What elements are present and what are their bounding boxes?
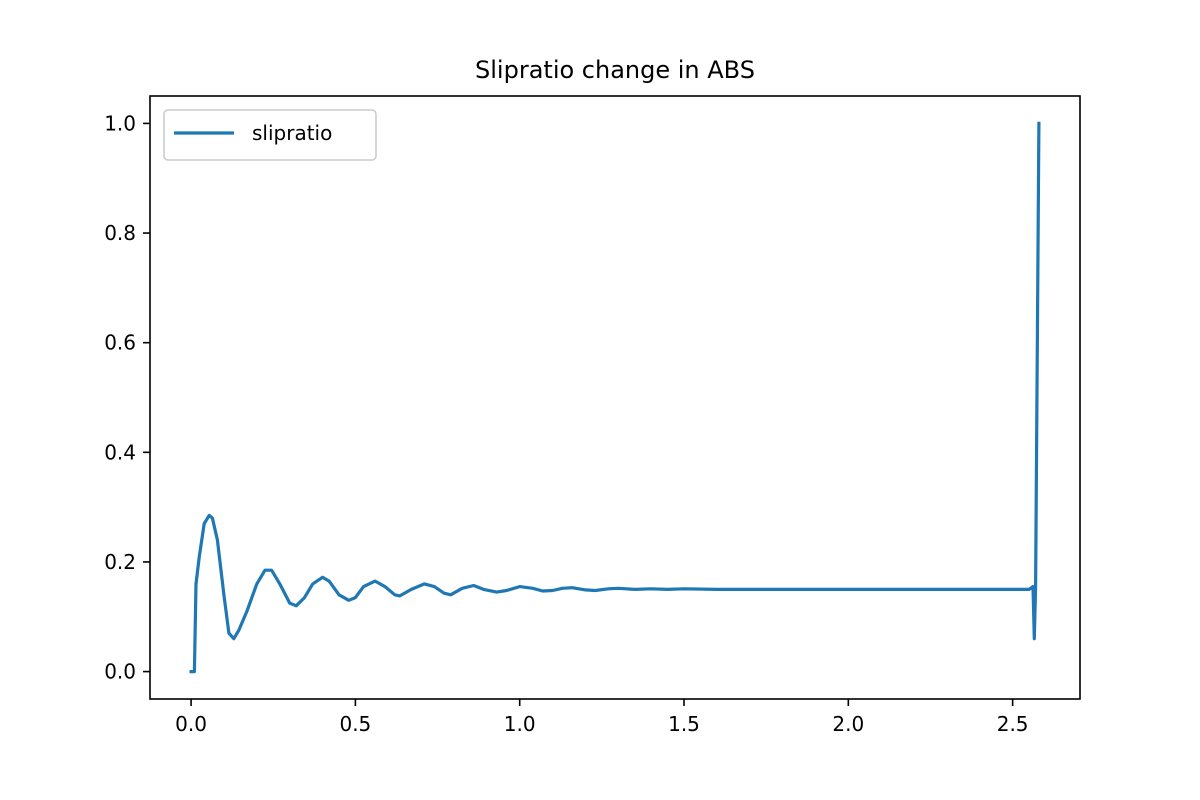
y-tick-label: 0.6 [104, 331, 136, 355]
plot-frame [149, 95, 1081, 700]
y-tick-label: 0.8 [104, 221, 136, 245]
legend: slipratio [163, 109, 377, 161]
x-tick-label: 1.5 [668, 712, 700, 736]
y-tick-label: 0.2 [104, 550, 136, 574]
legend-label: slipratio [252, 121, 332, 145]
x-tick-label: 2.5 [997, 712, 1029, 736]
x-tick-label: 0.0 [175, 712, 207, 736]
y-tick-label: 0.0 [104, 660, 136, 684]
y-tick-label: 1.0 [104, 111, 136, 135]
x-tick-label: 0.5 [339, 712, 371, 736]
legend-box [163, 109, 377, 161]
chart-title: Slipratio change in ABS [475, 56, 755, 84]
x-axis: 0.0 0.5 1.0 1.5 2.0 2.5 [175, 699, 1029, 736]
series-line-slipratio [189, 121, 1041, 674]
y-tick-label: 0.4 [104, 440, 136, 464]
series-layer [189, 121, 1041, 674]
x-tick-label: 1.0 [504, 712, 536, 736]
x-tick-label: 2.0 [832, 712, 864, 736]
y-axis: 0.0 0.2 0.4 0.6 0.8 1.0 [104, 111, 150, 684]
